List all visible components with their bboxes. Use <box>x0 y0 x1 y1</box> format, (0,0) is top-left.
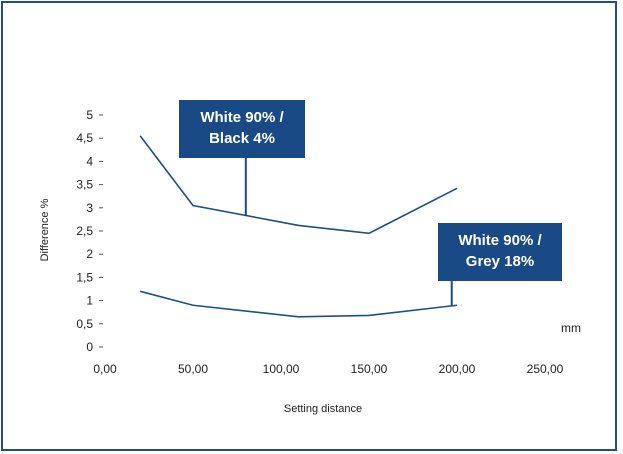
callout-text: Grey 18% <box>466 253 534 270</box>
y-tick-label: 5 <box>86 108 93 122</box>
y-axis-title: Difference % <box>39 198 51 261</box>
callout-text: Black 4% <box>209 130 275 147</box>
callout-text: White 90% / <box>200 109 284 126</box>
y-tick-label: 4,5 <box>76 131 93 145</box>
y-tick-label: 1,5 <box>76 270 93 284</box>
y-tick-label: 4 <box>86 154 93 168</box>
x-axis-title: Setting distance <box>284 403 362 415</box>
callout-1: White 90% / Black 4% <box>179 100 305 216</box>
x-tick-label: 50,00 <box>178 362 208 376</box>
callout-box <box>179 100 305 158</box>
y-tick-label: 0,5 <box>76 317 93 331</box>
series-group <box>139 135 458 318</box>
x-tick-label: 250,00 <box>527 362 564 376</box>
y-axis: 0 0,5 1 1,5 2 2,5 3 3,5 4 4,5 5 <box>76 108 103 354</box>
x-tick-label: 150,00 <box>351 362 388 376</box>
x-axis: 0,00 50,00 100,00 150,00 200,00 250,00 <box>93 362 563 376</box>
callout-2: White 90% / Grey 18% <box>438 223 562 306</box>
series-line-2 <box>139 290 458 318</box>
x-tick-label: 100,00 <box>263 362 300 376</box>
callout-text: White 90% / <box>458 232 542 249</box>
series-line-1 <box>139 135 458 235</box>
y-tick-label: 2,5 <box>76 224 93 238</box>
x-tick-label: 0,00 <box>93 362 117 376</box>
callouts: White 90% / Black 4% White 90% / Grey 18% <box>179 100 562 306</box>
x-unit-label: mm <box>561 321 581 335</box>
x-tick-label: 200,00 <box>439 362 476 376</box>
y-tick-label: 2 <box>86 247 93 261</box>
y-tick-label: 3,5 <box>76 178 93 192</box>
y-tick-label: 1 <box>86 294 93 308</box>
y-tick-label: 0 <box>86 340 93 354</box>
callout-box <box>438 223 562 281</box>
y-tick-label: 3 <box>86 201 93 215</box>
